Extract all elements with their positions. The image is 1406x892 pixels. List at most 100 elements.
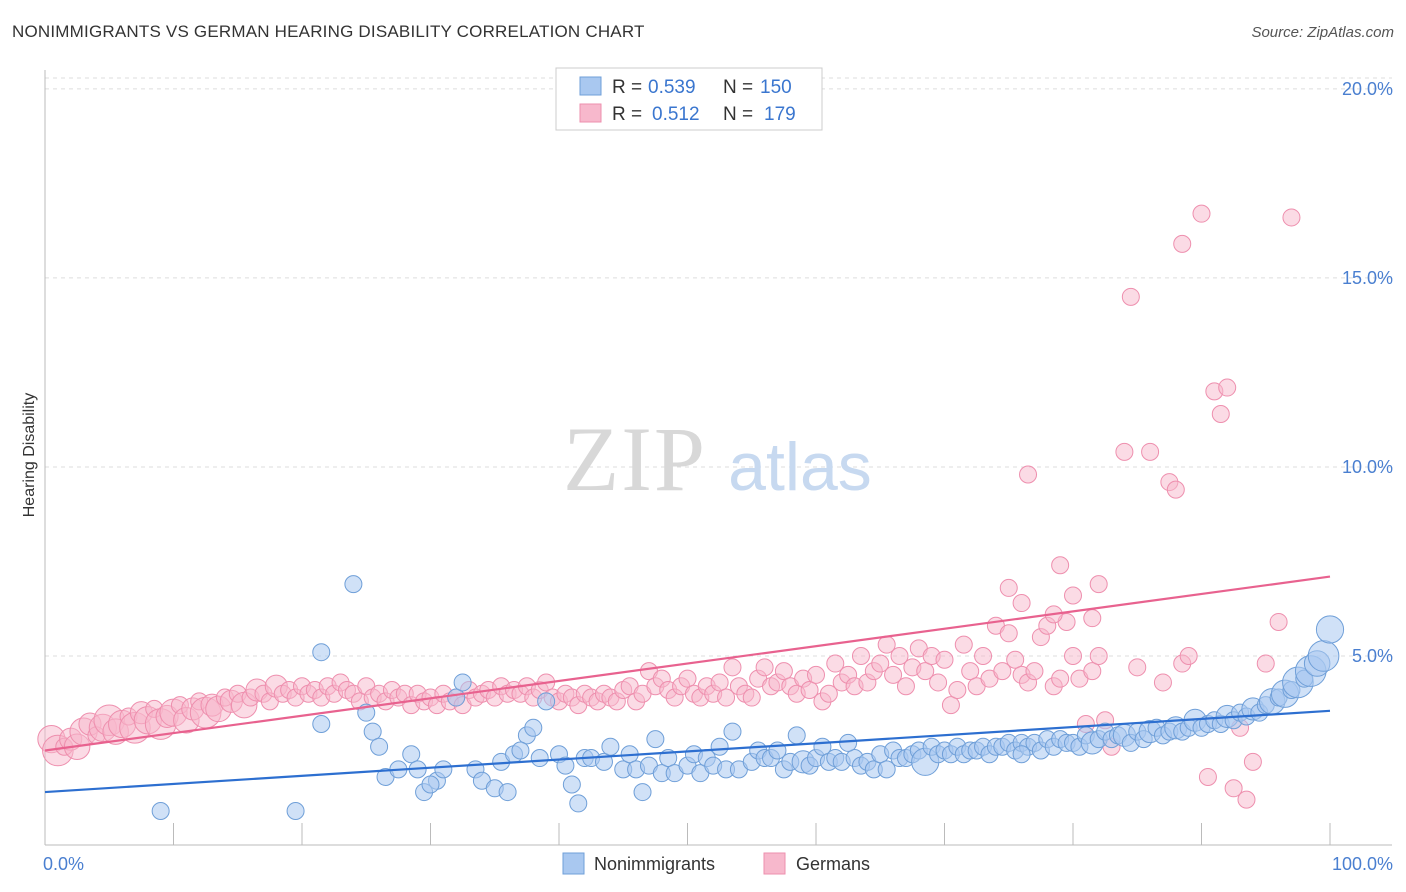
nonimmigrants-point xyxy=(453,673,472,692)
y-axis-label: Hearing Disability xyxy=(21,393,38,518)
germans-point xyxy=(819,684,838,703)
nonimmigrants-point xyxy=(1012,745,1031,764)
nonimmigrants-points xyxy=(151,575,1345,820)
y-tick-label: 15.0% xyxy=(1342,268,1393,288)
germans-point xyxy=(916,662,935,681)
legend-top-n-label-nonimmigrants: N = xyxy=(723,77,753,98)
y-tick-label: 5.0% xyxy=(1352,646,1393,666)
nonimmigrants-point xyxy=(877,760,896,779)
legend-top: R = 0.539 N = 150 R = 0.512 N = 179 xyxy=(555,67,823,131)
legend-top-n-value-nonimmigrants: 150 xyxy=(760,77,792,98)
germans-point xyxy=(948,681,967,699)
germans-trend-line xyxy=(44,575,1331,752)
germans-point xyxy=(717,688,736,707)
legend-top-r-value-nonimmigrants: 0.539 xyxy=(648,77,696,98)
nonimmigrants-point xyxy=(511,741,530,760)
germans-point xyxy=(755,658,774,677)
germans-point xyxy=(1218,378,1237,397)
germans-point xyxy=(1051,556,1070,575)
germans-point xyxy=(1064,586,1082,605)
nonimmigrants-point xyxy=(601,737,620,756)
germans-point xyxy=(1256,654,1275,673)
legend-top-r-value-germans: 0.512 xyxy=(652,104,700,125)
legend-bottom-swatch-germans xyxy=(763,852,786,875)
germans-point xyxy=(807,665,825,684)
germans-point xyxy=(1224,779,1243,798)
legend-top-n-label-germans: N = xyxy=(723,104,753,125)
nonimmigrants-point xyxy=(370,737,389,756)
germans-point xyxy=(1198,767,1217,786)
germans-point xyxy=(896,677,915,696)
watermark-atlas: atlas xyxy=(728,429,872,505)
tick-labels: 5.0% 10.0% 15.0% 20.0% 0.0% 100.0% xyxy=(43,79,1393,874)
germans-point xyxy=(935,650,954,669)
nonimmigrants-point xyxy=(556,756,575,775)
nonimmigrants-point xyxy=(723,722,742,741)
germans-point xyxy=(774,662,793,681)
germans-point xyxy=(1211,405,1230,424)
legend-top-n-value-germans: 179 xyxy=(764,104,796,125)
germans-point xyxy=(1237,790,1256,809)
nonimmigrants-point xyxy=(286,801,305,820)
watermark: ZIP atlas xyxy=(563,408,872,510)
germans-point xyxy=(993,662,1012,681)
grid-layer xyxy=(45,77,1392,657)
germans-point xyxy=(1025,662,1044,681)
nonimmigrants-point xyxy=(633,783,652,802)
germans-point xyxy=(941,696,960,715)
germans-point xyxy=(929,673,948,692)
germans-point xyxy=(961,662,980,681)
germans-point xyxy=(974,646,993,665)
germans-point xyxy=(1179,646,1198,665)
germans-point xyxy=(1006,650,1025,669)
germans-point xyxy=(851,646,870,665)
germans-point xyxy=(1121,287,1140,306)
germans-point xyxy=(1192,204,1211,223)
x-tick-label-min: 0.0% xyxy=(43,854,84,874)
nonimmigrants-point xyxy=(151,801,170,820)
legend-bottom-swatch-nonimmigrants xyxy=(562,852,585,875)
germans-point xyxy=(1173,234,1192,253)
nonimmigrants-point xyxy=(839,733,858,752)
legend-bottom-label-germans: Germans xyxy=(796,854,870,874)
nonimmigrants-point xyxy=(710,737,729,756)
germans-point xyxy=(1083,609,1102,628)
germans-point xyxy=(999,578,1018,597)
germans-point xyxy=(742,688,761,707)
watermark-zip: ZIP xyxy=(563,408,707,510)
germans-point xyxy=(884,665,903,684)
germans-point xyxy=(1064,646,1082,665)
nonimmigrants-point xyxy=(524,718,543,737)
germans-point xyxy=(1051,669,1070,688)
nonimmigrants-point xyxy=(498,783,517,802)
nonimmigrants-point xyxy=(312,643,331,662)
y-tick-label: 10.0% xyxy=(1342,457,1393,477)
germans-point xyxy=(710,673,729,692)
legend-top-r-label-nonimmigrants: R = xyxy=(612,77,642,98)
nonimmigrants-point xyxy=(402,745,421,764)
nonimmigrants-point xyxy=(1307,640,1340,672)
germans-point xyxy=(1282,208,1301,227)
germans-point xyxy=(954,635,973,654)
germans-point xyxy=(871,654,890,673)
chart-title: NONIMMIGRANTS VS GERMAN HEARING DISABILI… xyxy=(12,22,645,41)
germans-point xyxy=(1243,752,1262,771)
germans-point xyxy=(1089,646,1108,665)
germans-point xyxy=(1115,442,1134,461)
trend-lines xyxy=(44,575,1331,794)
legend-bottom-label-nonimmigrants: Nonimmigrants xyxy=(594,854,715,874)
nonimmigrants-point xyxy=(530,749,549,768)
germans-point xyxy=(890,646,909,665)
nonimmigrants-point xyxy=(562,775,581,794)
nonimmigrants-point xyxy=(787,726,806,745)
nonimmigrants-point xyxy=(1315,615,1345,644)
germans-point xyxy=(723,658,742,677)
nonimmigrants-point xyxy=(421,775,440,794)
y-tick-label: 20.0% xyxy=(1342,79,1393,99)
legend-top-swatch-germans xyxy=(579,103,602,123)
nonimmigrants-point xyxy=(646,730,665,749)
germans-points xyxy=(37,204,1301,809)
germans-point xyxy=(1083,662,1102,681)
germans-point xyxy=(1012,594,1031,613)
